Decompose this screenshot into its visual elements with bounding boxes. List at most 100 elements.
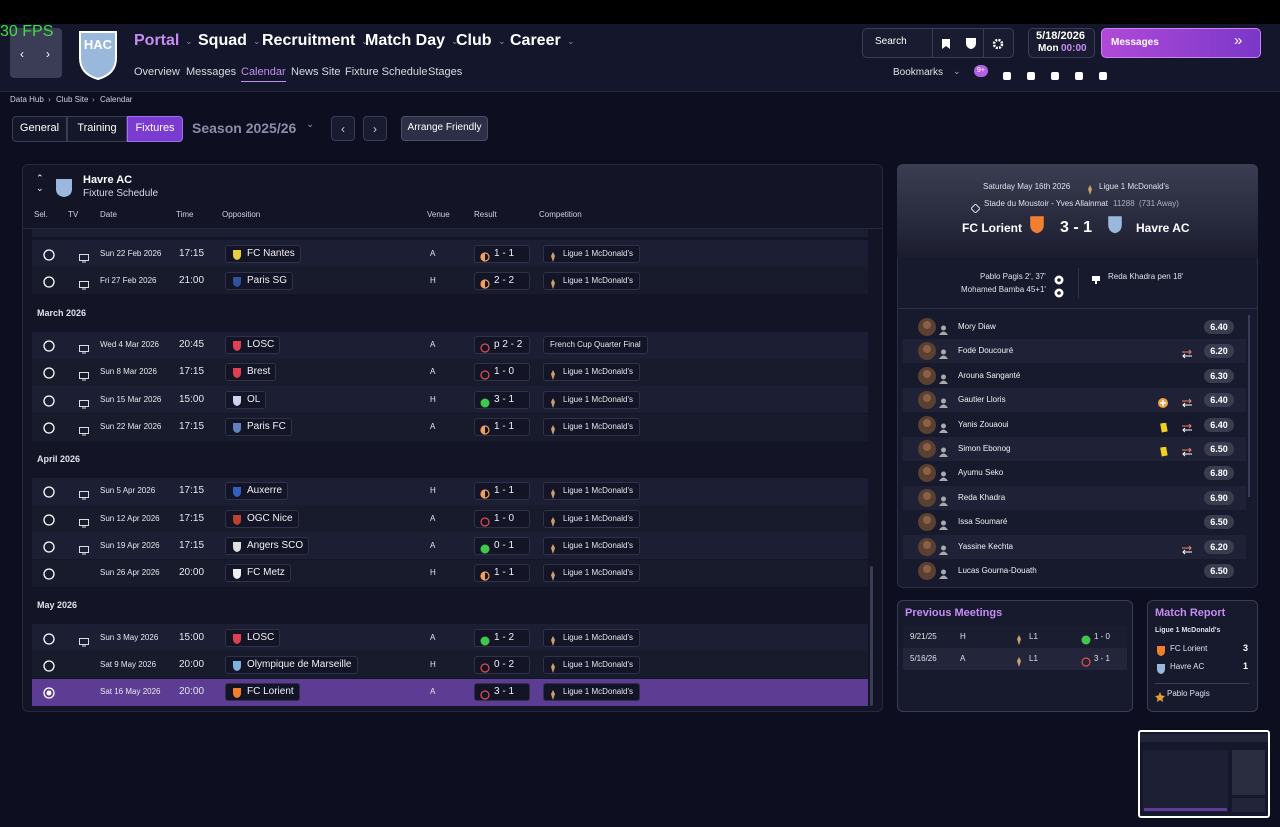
opposition-name[interactable]: FC Lorient (247, 686, 294, 698)
season-select[interactable]: Season 2025/26 (192, 120, 297, 136)
competition-name[interactable]: Ligue 1 McDonald's (563, 568, 634, 578)
tab[interactable] (67, 116, 127, 142)
fixture-result[interactable]: 3 - 1 (494, 686, 515, 698)
column-header[interactable]: TV (68, 210, 79, 219)
arrange-button[interactable] (401, 116, 488, 141)
fixture-result[interactable]: 0 - 2 (494, 658, 515, 670)
search-button[interactable]: Search (875, 36, 907, 47)
fixture-row[interactable] (32, 386, 868, 414)
fixture-result[interactable]: 3 - 1 (494, 393, 515, 405)
menu-item[interactable]: Squad (198, 32, 247, 49)
submenu-item[interactable]: Overview (134, 66, 180, 78)
column-header[interactable]: Time (176, 210, 194, 219)
player-row[interactable] (903, 510, 1246, 535)
player-name[interactable]: Yanis Zouaoui (958, 419, 1009, 429)
column-header[interactable]: Venue (427, 210, 450, 219)
fixture-result[interactable]: 1 - 0 (494, 512, 515, 524)
fixture-row[interactable] (32, 477, 868, 505)
fixture-result[interactable]: 1 - 1 (494, 485, 515, 497)
menu-item[interactable]: Portal (134, 32, 180, 49)
fixture-result[interactable]: p 2 - 2 (494, 339, 523, 351)
forward-arrow[interactable]: › (46, 47, 50, 61)
opposition-name[interactable]: Auxerre (247, 485, 283, 497)
fixture-result[interactable]: 1 - 1 (494, 421, 515, 432)
competition-name[interactable]: Ligue 1 McDonald's (563, 367, 634, 377)
breadcrumb-item[interactable]: Data Hub (10, 95, 44, 104)
fixture-result[interactable]: 1 - 2 (494, 631, 515, 643)
player-row[interactable] (903, 388, 1246, 413)
tab-label[interactable]: Training (77, 122, 117, 134)
messages-button[interactable] (1101, 28, 1261, 58)
fixture-result[interactable]: 0 - 1 (494, 539, 515, 551)
fixture-row[interactable] (32, 559, 868, 587)
player-row[interactable] (903, 559, 1246, 583)
opposition-name[interactable]: OL (247, 393, 261, 405)
competition-name[interactable]: Ligue 1 McDonald's (563, 422, 634, 431)
back-arrow[interactable]: ‹ (20, 47, 24, 61)
fixture-row[interactable] (32, 532, 868, 560)
tab[interactable] (12, 116, 67, 142)
tab-label[interactable]: Fixtures (135, 122, 175, 134)
player-row[interactable] (903, 412, 1246, 437)
fixture-result[interactable]: 1 - 1 (494, 567, 515, 579)
player-name[interactable]: Issa Soumaré (958, 517, 1008, 527)
competition-name[interactable]: Ligue 1 McDonald's (563, 275, 634, 285)
fixture-result[interactable]: 1 - 0 (494, 366, 515, 378)
player-row[interactable] (903, 437, 1246, 461)
report-title[interactable]: Match Report (1155, 607, 1226, 619)
fixture-row[interactable] (32, 678, 868, 706)
tab-label[interactable]: General (19, 122, 60, 134)
collapse-icon[interactable]: ⌄ (36, 183, 44, 193)
competition-name[interactable]: Ligue 1 McDonald's (563, 248, 634, 258)
player-row[interactable] (903, 485, 1246, 510)
player-name[interactable]: Ayumu Seko (958, 468, 1004, 478)
breadcrumb-item[interactable]: Club Site (56, 95, 89, 104)
submenu-item[interactable]: Messages (186, 66, 237, 78)
player-name[interactable]: Mory Diaw (958, 322, 996, 331)
fixture-row[interactable] (32, 413, 868, 441)
submenu-item[interactable]: News Site (291, 66, 341, 78)
messages-label[interactable]: Messages (1111, 37, 1159, 48)
competition-name[interactable]: Ligue 1 McDonald's (563, 632, 634, 642)
fixture-result[interactable]: 1 - 1 (494, 247, 515, 259)
fixture-row[interactable] (32, 624, 868, 651)
competition-name[interactable]: Ligue 1 McDonald's (563, 659, 634, 669)
player-row[interactable] (903, 363, 1246, 388)
previous-row[interactable] (903, 648, 1127, 670)
player-row[interactable] (903, 339, 1246, 364)
menu-item[interactable]: Career (510, 32, 561, 49)
opposition-name[interactable]: FC Metz (247, 567, 285, 579)
minimap[interactable] (1138, 730, 1270, 818)
opposition-name[interactable]: LOSC (247, 339, 275, 351)
fixture-row[interactable] (32, 505, 868, 533)
column-header[interactable]: Competition (539, 210, 582, 219)
menu-item[interactable]: Match Day (365, 32, 446, 49)
competition-name[interactable]: Ligue 1 McDonald's (563, 394, 634, 404)
player-name[interactable]: Reda Khadra (958, 492, 1006, 502)
season-nav[interactable]: ‹ (331, 116, 355, 141)
previous-row[interactable] (903, 626, 1127, 648)
column-header[interactable]: Date (100, 210, 117, 219)
opposition-name[interactable]: OGC Nice (247, 512, 293, 524)
column-header[interactable]: Opposition (222, 210, 261, 219)
submenu-item[interactable]: Fixture Schedule (345, 66, 428, 78)
opposition-name[interactable]: FC Nantes (247, 247, 295, 259)
menu-item[interactable]: Recruitment (262, 32, 356, 49)
competition-name[interactable]: Ligue 1 McDonald's (563, 513, 634, 523)
player-name[interactable]: Lucas Gourna-Douath (958, 566, 1037, 575)
history-buttons[interactable] (10, 28, 62, 78)
fixture-result[interactable]: 2 - 2 (494, 274, 515, 286)
submenu-item[interactable]: Calendar (241, 67, 286, 82)
opposition-name[interactable]: Paris FC (247, 421, 286, 432)
player-name[interactable]: Simon Ebonog (958, 444, 1011, 453)
column-header[interactable]: Sel. (34, 210, 48, 219)
opposition-name[interactable]: Paris SG (247, 274, 288, 286)
player-row[interactable] (903, 315, 1246, 339)
opposition-name[interactable]: Olympique de Marseille (247, 658, 352, 670)
player-row[interactable] (903, 534, 1246, 559)
player-name[interactable]: Gautier Lloris (958, 395, 1006, 405)
submenu-item[interactable]: Stages (428, 66, 463, 78)
menu-item[interactable]: Club (456, 32, 492, 49)
player-name[interactable]: Yassine Kechta (958, 541, 1013, 551)
fixture-row[interactable] (32, 651, 868, 679)
